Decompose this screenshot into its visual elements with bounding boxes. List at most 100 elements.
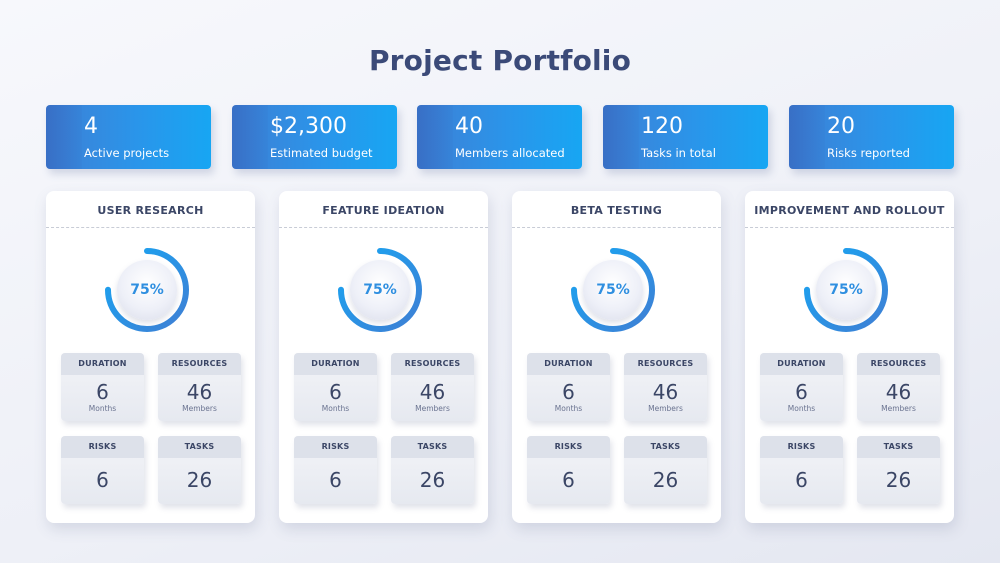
stat-label: Active projects	[84, 146, 170, 160]
project-card-feature-ideation: FEATURE IDEATION 75% DURATION 6 Months R…	[279, 191, 488, 523]
tasks-tile: TASKS 26	[391, 436, 474, 504]
stat-estimated-budget: $2,300 Estimated budget	[232, 105, 397, 169]
progress-donut	[804, 248, 888, 332]
page-title: Project Portfolio	[368, 44, 632, 77]
tile-unit: Members	[881, 404, 916, 413]
tile-label: TASKS	[184, 442, 215, 451]
progress-label: 75%	[363, 282, 397, 298]
tile-label: RESOURCES	[637, 359, 694, 368]
tile-value: 46	[419, 380, 446, 404]
tile-value: 26	[186, 468, 213, 492]
tile-unit: Members	[182, 404, 217, 413]
stat-label: Members allocated	[455, 146, 565, 160]
tile-value: 6	[329, 380, 342, 404]
duration-tile: DURATION 6 Months	[527, 353, 610, 421]
tile-value: 26	[652, 468, 679, 492]
donut-center	[117, 260, 177, 320]
tile-label: RESOURCES	[870, 359, 927, 368]
tile-label: DURATION	[78, 359, 127, 368]
tasks-tile: TASKS 26	[624, 436, 707, 504]
card-title: IMPROVEMENT AND ROLLOUT	[754, 204, 945, 217]
tile-unit: Months	[321, 404, 350, 413]
tile-header	[760, 436, 843, 458]
resources-tile: RESOURCES 46 Members	[624, 353, 707, 421]
divider	[745, 227, 954, 228]
stat-label: Risks reported	[827, 146, 910, 160]
tile-value: 46	[186, 380, 213, 404]
donut-center	[816, 260, 876, 320]
project-card-user-research: USER RESEARCH 75% DURATION 6 Months RESO…	[46, 191, 255, 523]
stat-risks-reported: 20 Risks reported	[789, 105, 954, 169]
tile-header	[857, 353, 940, 375]
tile-header	[760, 353, 843, 375]
card-title: FEATURE IDEATION	[322, 204, 445, 217]
tile-header	[391, 436, 474, 458]
project-card-beta-testing: BETA TESTING 75% DURATION 6 Months RESOU…	[512, 191, 721, 523]
tile-label: TASKS	[650, 442, 681, 451]
donut-center	[583, 260, 643, 320]
tile-label: DURATION	[544, 359, 593, 368]
tile-header	[527, 353, 610, 375]
risks-tile: RISKS 6	[527, 436, 610, 504]
stat-value: 120	[641, 114, 683, 139]
tile-header	[624, 353, 707, 375]
donut-center	[350, 260, 410, 320]
tile-label: DURATION	[311, 359, 360, 368]
tile-unit: Members	[648, 404, 683, 413]
progress-label: 75%	[829, 282, 863, 298]
tile-unit: Months	[88, 404, 117, 413]
duration-tile: DURATION 6 Months	[61, 353, 144, 421]
progress-label: 75%	[130, 282, 164, 298]
tile-value: 6	[795, 380, 808, 404]
summary-stats: 4 Active projects $2,300 Estimated budge…	[46, 105, 954, 171]
risks-tile: RISKS 6	[760, 436, 843, 504]
tile-label: TASKS	[417, 442, 448, 451]
duration-tile: DURATION 6 Months	[760, 353, 843, 421]
resources-tile: RESOURCES 46 Members	[391, 353, 474, 421]
tile-header	[391, 353, 474, 375]
tile-label: RESOURCES	[404, 359, 461, 368]
stat-value: $2,300	[270, 114, 347, 139]
tile-value: 6	[562, 468, 575, 492]
card-title: USER RESEARCH	[97, 204, 204, 217]
tile-value: 6	[96, 468, 109, 492]
tile-header	[294, 353, 377, 375]
tile-value: 6	[329, 468, 342, 492]
duration-tile: DURATION 6 Months	[294, 353, 377, 421]
tile-unit: Members	[415, 404, 450, 413]
progress-arc	[338, 248, 422, 332]
stat-active-projects: 4 Active projects	[46, 105, 211, 169]
card-title: BETA TESTING	[570, 204, 663, 217]
stat-value: 40	[455, 114, 483, 139]
resources-tile: RESOURCES 46 Members	[158, 353, 241, 421]
tile-header	[624, 436, 707, 458]
tile-value: 26	[885, 468, 912, 492]
tile-unit: Months	[787, 404, 816, 413]
progress-arc	[804, 248, 888, 332]
tile-value: 26	[419, 468, 446, 492]
tile-value: 6	[96, 380, 109, 404]
progress-donut	[338, 248, 422, 332]
stat-value: 4	[84, 114, 98, 139]
tile-header	[294, 436, 377, 458]
divider	[46, 227, 255, 228]
risks-tile: RISKS 6	[294, 436, 377, 504]
progress-arc	[571, 248, 655, 332]
tile-value: 6	[795, 468, 808, 492]
progress-donut	[105, 248, 189, 332]
tile-header	[857, 436, 940, 458]
tile-value: 6	[562, 380, 575, 404]
stat-label: Tasks in total	[641, 146, 716, 160]
tile-value: 46	[885, 380, 912, 404]
tasks-tile: TASKS 26	[158, 436, 241, 504]
tile-label: RISKS	[321, 442, 350, 451]
tile-header	[158, 436, 241, 458]
tile-label: TASKS	[883, 442, 914, 451]
tile-header	[61, 436, 144, 458]
tile-unit: Months	[554, 404, 583, 413]
divider	[279, 227, 488, 228]
stat-members-allocated: 40 Members allocated	[417, 105, 582, 169]
stat-label: Estimated budget	[270, 146, 373, 160]
tile-label: RISKS	[88, 442, 117, 451]
tile-label: RESOURCES	[171, 359, 228, 368]
